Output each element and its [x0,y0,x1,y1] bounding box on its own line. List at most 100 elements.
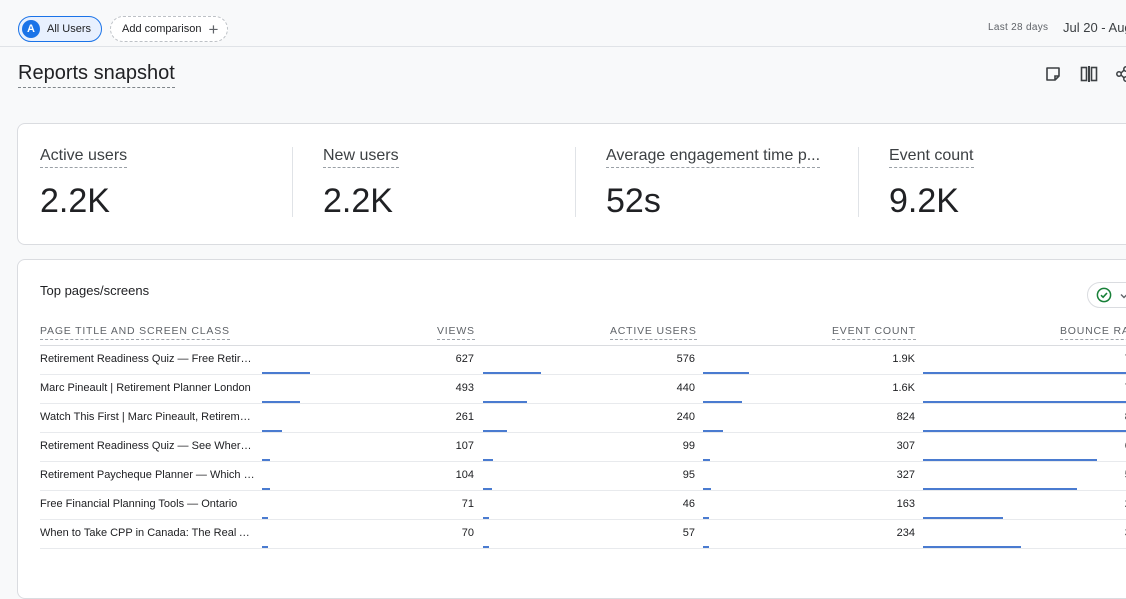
metric-active-users[interactable]: Active users 2.2K [40,146,310,246]
bounce-rate-bar [923,401,1126,403]
table-row[interactable]: Retirement Readiness Quiz — See Where Yo… [18,433,1126,462]
active-users-cell: 57 [682,527,695,539]
metric-label: Average engagement time p... [606,146,821,168]
bounce-rate-bar [923,546,1021,548]
bounce-rate-bar [923,488,1077,490]
active-users-bar [483,517,489,519]
event-count-cell: 163 [896,498,915,510]
metrics-card: Active users 2.2K New users 2.2K Average… [17,123,1126,245]
bounce-rate-cell: 36. [1060,527,1126,539]
active-users-cell: 440 [676,382,695,394]
metric-label: Active users [40,146,128,168]
page-title-cell: Watch This First | Marc Pineault, Retire… [40,411,256,423]
views-cell: 493 [455,382,474,394]
metric-event-count[interactable]: Event count 9.2K [889,146,1126,246]
divider [575,147,576,217]
event-count-cell: 307 [896,440,915,452]
active-users-bar [483,372,541,374]
row-divider [40,432,1126,433]
column-header-event-count[interactable]: EVENT COUNT [832,325,916,340]
event-count-cell: 234 [896,527,915,539]
column-header-active-users[interactable]: ACTIVE USERS [610,325,697,340]
table-row[interactable]: Marc Pineault | Retirement Planner Londo… [18,375,1126,404]
active-users-bar [483,546,489,548]
event-count-bar [703,546,709,548]
data-quality-chip[interactable] [1087,282,1126,308]
table-row[interactable]: When to Take CPP in Canada: The Real Ans… [18,520,1126,549]
page-title-cell: Retirement Paycheque Planner — Which Pla… [40,469,256,481]
page-title-cell: Marc Pineault | Retirement Planner Londo… [40,382,251,394]
bounce-rate-bar [923,430,1126,432]
row-divider [40,490,1126,491]
row-divider [40,519,1126,520]
divider [292,147,293,217]
event-count-cell: 1.6K [892,382,915,394]
metric-label: Event count [889,146,974,168]
segment-label: All Users [47,23,92,35]
event-count-cell: 1.9K [892,353,915,365]
metric-value: 9.2K [889,182,959,220]
add-comparison-label: Add comparison [122,23,202,35]
metric-value: 2.2K [323,182,393,220]
date-range-picker[interactable]: Jul 20 - Aug 16 [1063,20,1126,35]
metric-label: New users [323,146,399,168]
bounce-rate-cell: 57. [1060,469,1126,481]
divider [858,147,859,217]
table-row[interactable]: Retirement Paycheque Planner — Which Pla… [18,462,1126,491]
page-title-cell: When to Take CPP in Canada: The Real Ans… [40,527,256,539]
active-users-bar [483,430,507,432]
views-cell: 104 [455,469,474,481]
page-title: Reports snapshot [18,61,175,88]
bounce-rate-bar [923,459,1097,461]
column-header-page-title[interactable]: PAGE TITLE AND SCREEN CLASS [40,325,230,340]
views-bar [262,430,282,432]
segment-chip-all-users[interactable]: A All Users [18,16,102,42]
active-users-cell: 240 [676,411,695,423]
page-title-cell: Free Financial Planning Tools — Ontario [40,498,238,510]
column-header-views[interactable]: VIEWS [437,325,475,340]
check-circle-icon [1096,287,1112,303]
event-count-cell: 824 [896,411,915,423]
note-icon[interactable] [1044,65,1062,83]
bounce-rate-bar [923,517,1003,519]
page-title-cell: Retirement Readiness Quiz — See Where Yo… [40,440,256,452]
event-count-bar [703,488,711,490]
card-title: Top pages/screens [40,283,150,298]
active-users-cell: 99 [682,440,695,452]
compare-icon[interactable] [1080,65,1098,83]
views-cell: 261 [455,411,474,423]
metric-avg-engagement-time[interactable]: Average engagement time p... 52s [606,146,876,246]
column-header-bounce-rate[interactable]: BOUNCE RATE [1060,325,1126,340]
add-comparison-button[interactable]: Add comparison + [110,16,228,42]
views-bar [262,372,310,374]
row-divider [40,461,1126,462]
metric-new-users[interactable]: New users 2.2K [323,146,593,246]
table-row[interactable]: Retirement Readiness Quiz — Free Retirem… [18,346,1126,375]
views-bar [262,517,268,519]
metric-value: 52s [606,182,661,220]
plus-icon: + [208,19,219,39]
active-users-cell: 576 [676,353,695,365]
table-row[interactable]: Free Financial Planning Tools — Ontario 7… [18,491,1126,520]
event-count-bar [703,459,710,461]
active-users-bar [483,459,493,461]
active-users-bar [483,488,492,490]
bounce-rate-cell: 29. [1060,498,1126,510]
bounce-rate-cell: 75. [1060,382,1126,394]
views-bar [262,546,268,548]
page-title-cell: Retirement Readiness Quiz — Free Retirem… [40,353,256,365]
views-cell: 70 [461,527,474,539]
bounce-rate-cell: 64. [1060,440,1126,452]
views-bar [262,401,300,403]
views-bar [262,488,270,490]
bounce-rate-cell: 82. [1060,411,1126,423]
row-divider [40,548,1126,549]
event-count-cell: 327 [896,469,915,481]
views-bar [262,459,270,461]
share-icon[interactable] [1114,65,1126,83]
date-range-label: Last 28 days [988,22,1049,33]
header-divider [40,345,1126,346]
top-bar: A All Users Add comparison + Last 28 day… [0,0,1126,47]
table-row[interactable]: Watch This First | Marc Pineault, Retire… [18,404,1126,433]
event-count-bar [703,517,709,519]
